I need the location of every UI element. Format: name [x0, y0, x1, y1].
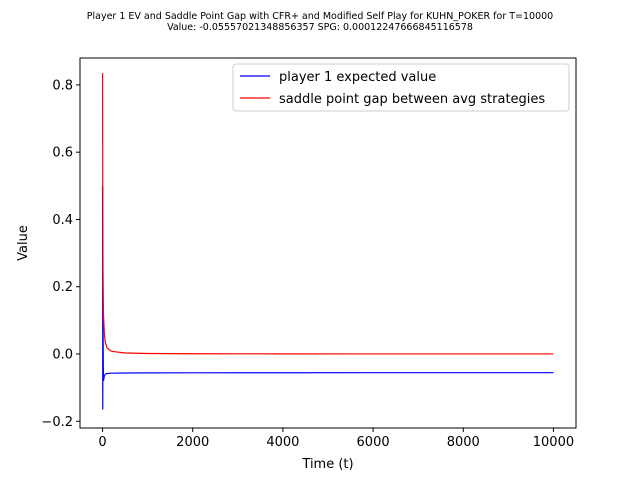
x-tick-label: 2000 [176, 435, 209, 450]
x-tick-label: 4000 [266, 435, 299, 450]
x-tick-label: 0 [98, 435, 106, 450]
chart-title-line-1: Player 1 EV and Saddle Point Gap with CF… [87, 11, 553, 22]
legend-label-1: player 1 expected value [279, 70, 436, 85]
y-tick-label: 0.8 [52, 78, 73, 93]
x-tick-label: 6000 [357, 435, 390, 450]
legend-label-2: saddle point gap between avg strategies [279, 92, 545, 107]
x-axis-label: Time (t) [301, 457, 353, 472]
series-line-1 [101, 185, 554, 410]
y-tick-label: −0.2 [41, 415, 73, 430]
y-axis-label: Value [16, 225, 31, 261]
series-line-2 [101, 73, 554, 355]
series-layer [101, 73, 554, 410]
y-tick-label: 0.2 [52, 280, 73, 295]
x-tick-label: 10000 [533, 435, 574, 450]
y-axis: −0.2 0.0 0.2 0.4 0.6 0.8 [41, 78, 80, 430]
axes-frame [79, 57, 577, 429]
plot-area [79, 57, 577, 429]
x-tick-label: 8000 [447, 435, 480, 450]
y-tick-label: 0.4 [52, 213, 73, 228]
legend-entries: player 1 expected value saddle point gap … [240, 70, 545, 107]
y-tick-label: 0.0 [52, 348, 73, 363]
y-tick-label: 0.6 [52, 146, 73, 161]
chart-title-line-2: Value: -0.05557021348856357 SPG: 0.00012… [167, 22, 473, 33]
legend-box [232, 63, 570, 112]
legend: player 1 expected value saddle point gap … [232, 63, 570, 112]
x-axis: 0 2000 4000 6000 8000 10000 [98, 428, 574, 450]
